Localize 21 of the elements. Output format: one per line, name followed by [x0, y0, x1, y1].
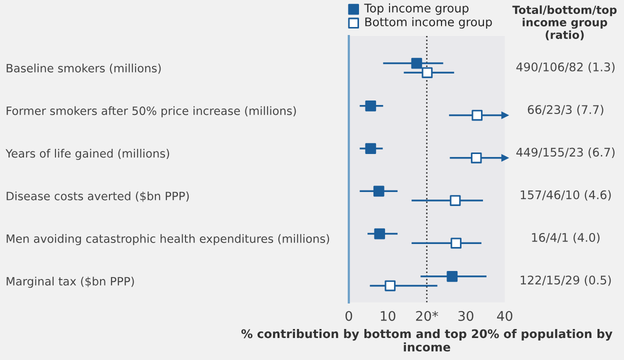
y-tick-label: Years of life gained (millions)	[6, 148, 170, 160]
text: Total/bottom/top income group (ratio)	[512, 5, 617, 40]
text: 157/46/10 (4.6)	[520, 190, 611, 201]
y-tick-label: Disease costs averted ($bn PPP)	[6, 192, 189, 202]
text: 16/4/1 (4.0)	[532, 232, 600, 244]
x-tick-label: 30	[458, 310, 474, 321]
y-tick-label: Baseline smokers (millions)	[6, 64, 161, 74]
text: 122/15/29 (0.5)	[520, 275, 611, 286]
y-tick-label: Men avoiding catastrophic health expenditures (millions)	[6, 234, 330, 246]
y-tick-label: Marginal tax ($bn PPP)	[6, 276, 134, 288]
x-tick-label: 10	[380, 310, 396, 321]
y-tick-label: Former smokers after 50% price increase (millions)	[6, 106, 296, 118]
legend-label: Top income group	[364, 3, 469, 15]
text: 449/155/23 (6.7)	[516, 148, 615, 158]
x-tick-label: 40	[497, 310, 512, 321]
x-axis-title: % contribution by bottom and top 20% of population by income	[241, 329, 612, 352]
legend-label: Bottom income group	[365, 17, 492, 29]
text: 490/106/82 (1.3)	[516, 62, 615, 73]
x-tick-label: 0	[345, 310, 352, 321]
x-tick-label: 20*	[416, 310, 438, 321]
text: 66/23/3 (7.7)	[528, 104, 604, 116]
